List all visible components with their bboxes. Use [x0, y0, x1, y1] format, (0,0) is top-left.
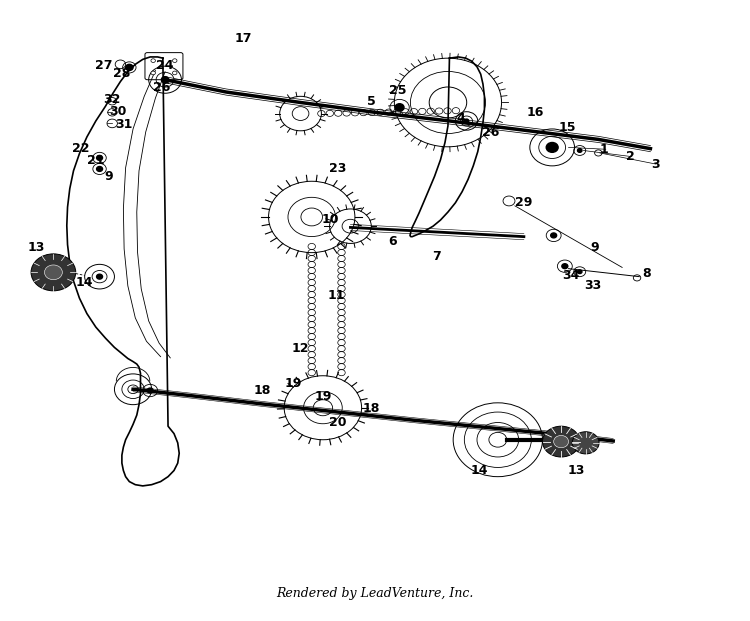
Circle shape: [562, 264, 568, 269]
Text: 13: 13: [567, 464, 585, 477]
Text: 14: 14: [76, 276, 94, 289]
Text: 22: 22: [72, 142, 90, 155]
Text: 1: 1: [600, 143, 609, 156]
Circle shape: [44, 265, 62, 279]
Circle shape: [97, 155, 103, 160]
Text: 18: 18: [254, 384, 271, 397]
Circle shape: [147, 388, 153, 393]
Text: 2: 2: [626, 150, 634, 163]
Circle shape: [395, 104, 404, 111]
Circle shape: [97, 274, 103, 279]
Circle shape: [31, 254, 76, 291]
Circle shape: [172, 71, 177, 75]
Text: 32: 32: [104, 93, 121, 106]
Circle shape: [554, 435, 568, 448]
Circle shape: [572, 432, 599, 454]
Text: 13: 13: [28, 241, 45, 254]
Text: 12: 12: [292, 342, 309, 355]
Text: 5: 5: [367, 95, 376, 108]
Text: 21: 21: [87, 154, 104, 167]
Text: 23: 23: [329, 163, 346, 176]
Circle shape: [151, 59, 155, 63]
Circle shape: [151, 71, 155, 75]
Text: 28: 28: [113, 67, 130, 80]
Circle shape: [550, 233, 556, 238]
Text: 34: 34: [562, 269, 580, 282]
Circle shape: [546, 142, 558, 152]
Text: 15: 15: [558, 121, 576, 134]
Text: 33: 33: [584, 279, 601, 292]
Text: 18: 18: [362, 402, 380, 415]
Circle shape: [172, 59, 177, 63]
Text: 27: 27: [94, 59, 112, 72]
Circle shape: [578, 148, 582, 152]
Text: 19: 19: [284, 376, 302, 389]
Text: 4: 4: [456, 112, 465, 125]
Text: 24: 24: [156, 59, 174, 72]
Text: 26: 26: [153, 81, 170, 94]
Circle shape: [97, 166, 103, 171]
Text: 29: 29: [515, 196, 532, 209]
Circle shape: [578, 270, 582, 274]
Text: 20: 20: [329, 416, 346, 429]
Text: 9: 9: [104, 170, 112, 183]
Text: 9: 9: [590, 241, 599, 254]
Text: 10: 10: [322, 213, 339, 226]
Text: 26: 26: [482, 125, 499, 138]
Text: 19: 19: [314, 390, 332, 403]
Text: 30: 30: [109, 105, 126, 118]
Text: 11: 11: [328, 289, 345, 302]
Text: 6: 6: [388, 235, 397, 248]
Text: 25: 25: [388, 84, 406, 97]
Text: 3: 3: [651, 158, 660, 171]
Text: 7: 7: [432, 250, 440, 263]
Text: 8: 8: [643, 267, 651, 280]
Text: 14: 14: [470, 464, 488, 477]
Circle shape: [464, 119, 469, 123]
Text: 16: 16: [526, 106, 544, 119]
Text: 31: 31: [116, 117, 133, 130]
Circle shape: [542, 426, 580, 457]
Circle shape: [161, 76, 169, 83]
Text: Rendered by LeadVenture, Inc.: Rendered by LeadVenture, Inc.: [276, 587, 474, 600]
Text: 17: 17: [235, 32, 252, 45]
Circle shape: [125, 65, 133, 70]
